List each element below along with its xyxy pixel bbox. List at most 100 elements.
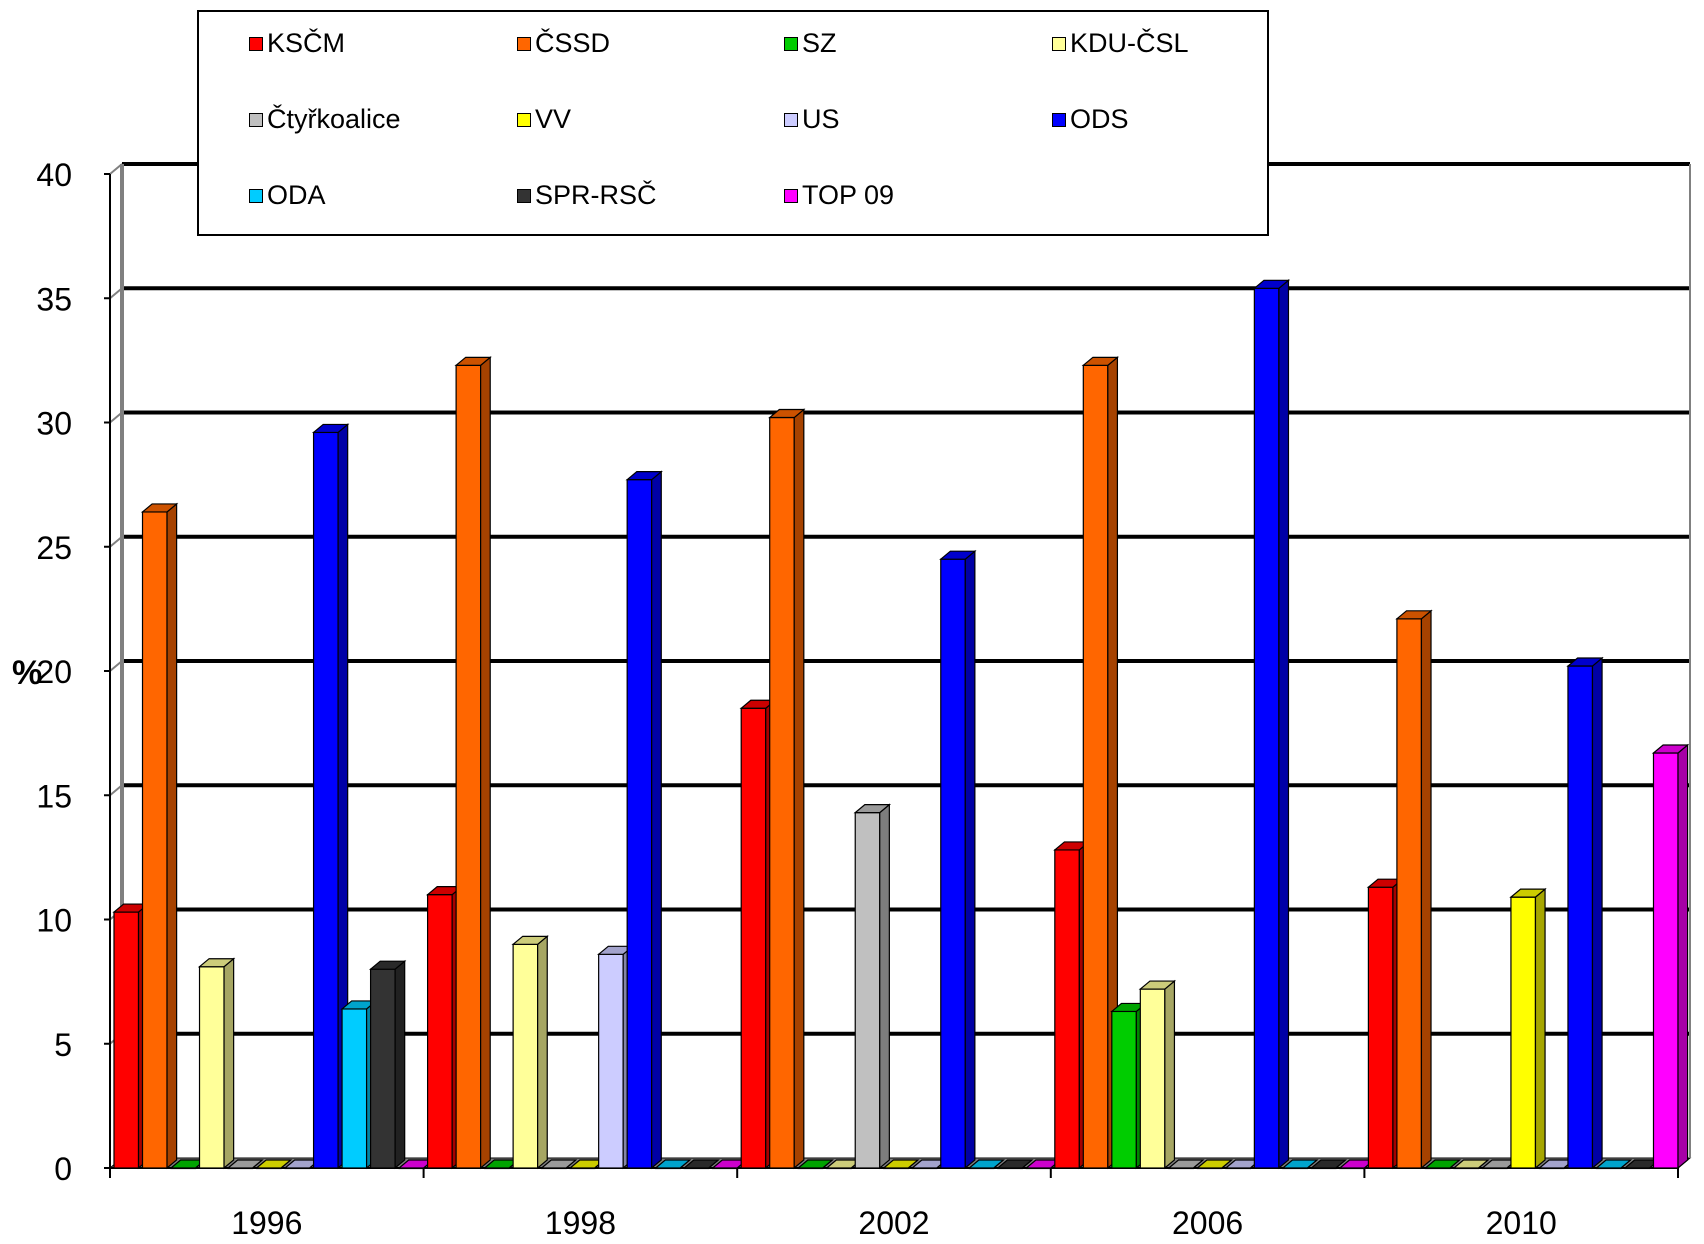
legend-label: Čtyřkoalice [267,104,401,134]
chart-labels: 0 5 10 15 20 25 30 35 40% 1996 1998 2002 2006 2010 [12,157,1557,1241]
bar-top [511,935,549,945]
bar [512,943,539,1169]
bar [455,364,482,1169]
bar-top [1566,657,1604,667]
bar [312,431,339,1169]
x-tick-label: 2010 [1486,1205,1557,1241]
legend-label: US [802,104,840,134]
bar-side [1164,979,1176,1170]
bar-top [311,423,350,434]
x-tick-label: 2006 [1172,1205,1243,1241]
bar-side [537,935,548,1170]
bar-side [793,408,805,1170]
legend-label: ČSSD [535,28,611,58]
legend-swatch [517,112,531,127]
legend-item: US [784,104,840,135]
bar-side [1278,279,1290,1170]
bar-side [394,959,406,1170]
legend-swatch [1052,36,1066,51]
bar-top [1651,744,1690,754]
legend-item: ODA [249,180,326,211]
bar [1139,988,1166,1169]
y-tick-label: 5 [54,1027,72,1063]
legend-item: Čtyřkoalice [249,104,401,135]
bar-top [796,1159,834,1169]
y-tick-label: 10 [36,903,72,939]
legend-item: ODS [1052,104,1129,135]
bar-top [226,1159,264,1169]
y-tick-label: 35 [36,281,72,317]
bar-side [480,356,491,1170]
bar [740,707,767,1169]
bar-side [1420,609,1432,1170]
bar-top [1252,279,1291,289]
chart-gridlines [109,162,1690,1045]
legend-item: TOP 09 [784,180,894,211]
legend-swatch [517,188,531,203]
legend-item: VV [517,104,571,135]
x-tick-label: 2002 [858,1205,929,1241]
bar-top [996,1159,1034,1169]
bar-top [1195,1159,1234,1169]
bar-side [964,549,976,1170]
y-axis-label: % [12,654,42,692]
legend-swatch [249,112,263,127]
x-tick-label: 1998 [545,1205,616,1241]
bar [113,911,140,1169]
bar-top [853,804,892,814]
bar-top [625,471,663,481]
legend-label: TOP 09 [802,180,895,210]
bar [1111,1010,1137,1169]
x-tick-label: 1996 [231,1205,302,1241]
bar-top [1452,1159,1490,1169]
bar [426,894,453,1169]
legend-label: KDU-ČSL [1070,28,1189,58]
bar-top [454,356,492,366]
bar-top [1167,1159,1205,1169]
legend-label: ODA [267,180,326,210]
legend-swatch [249,188,263,203]
y-tick-label: 30 [36,406,72,442]
bar [1054,849,1080,1169]
bar-side [1534,887,1546,1170]
y-tick-label: 15 [36,778,72,814]
bar [598,953,624,1169]
bar-top [140,503,179,513]
bar-side [1677,743,1689,1170]
bar-top [1423,1159,1462,1169]
legend-swatch [249,36,263,51]
bar [369,968,396,1169]
bar [769,416,795,1169]
legend-label: ODS [1070,104,1129,134]
chart-bars [112,279,1690,1170]
y-tick-label: 25 [36,530,72,566]
y-tick-label: 20 [36,654,72,690]
legend-swatch [784,36,798,51]
bar-top [654,1159,692,1169]
bar [940,558,966,1169]
y-tick-label: 40 [36,157,72,193]
legend-item: SZ [784,28,837,59]
legend-item: KDU-ČSL [1052,28,1189,59]
bar-side [166,502,178,1170]
bar [1652,752,1679,1169]
legend-swatch [517,36,531,51]
bar-top [967,1159,1006,1169]
bar-top [1309,1159,1348,1169]
bar-top [539,1159,578,1169]
bar-top [768,408,806,419]
bar [626,479,653,1169]
bar-top [939,550,977,560]
bar [1253,287,1280,1169]
legend-label: KSČM [267,28,346,58]
bar-top [1509,888,1547,898]
legend-item: SPR-RSČ [517,180,657,211]
legend-item: KSČM [249,28,345,59]
bar-side [651,470,662,1170]
bar-top [1138,980,1177,990]
bar [198,966,225,1169]
legend-swatch [784,188,798,203]
bar [1510,896,1537,1169]
bar-top [254,1159,293,1169]
bar [1567,665,1594,1169]
